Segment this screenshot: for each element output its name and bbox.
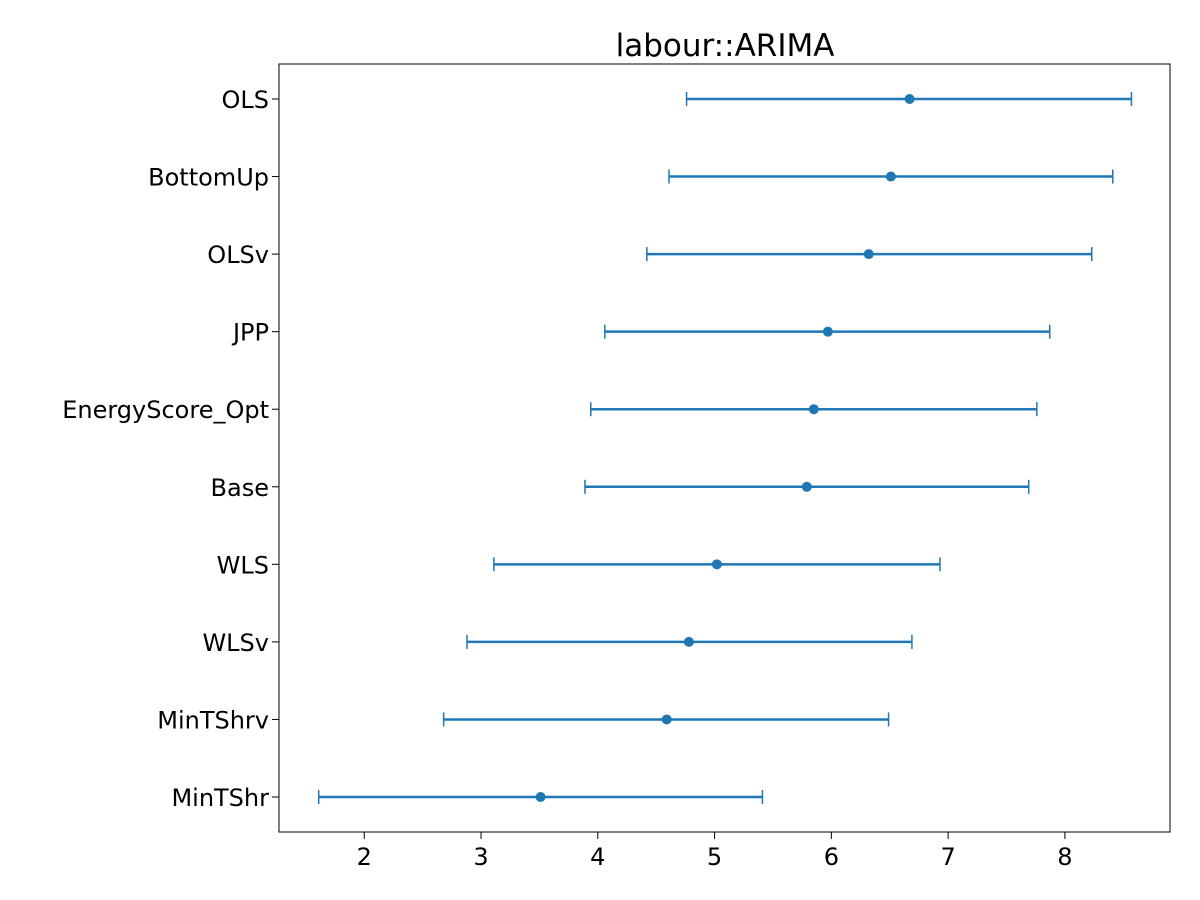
- y-tick-label: OLS: [222, 86, 270, 114]
- y-axis-ticks: OLS BottomUp OLSv JPP EnergyScore_Opt Base WLS…: [62, 86, 279, 812]
- y-tick-label: WLS: [217, 551, 269, 579]
- errorbar-point: [904, 94, 915, 104]
- y-tick-label: Base: [211, 474, 269, 502]
- y-tick-label: OLSv: [207, 241, 269, 269]
- x-tick-label: 3: [473, 843, 488, 871]
- plot-marks: [317, 92, 1133, 804]
- chart-title: labour::ARIMA: [616, 28, 835, 64]
- errorbar-point: [808, 404, 819, 415]
- errorbar-point: [822, 326, 833, 337]
- x-tick-label: 8: [1057, 843, 1072, 871]
- errorbar-point: [863, 249, 874, 260]
- plot-frame: [278, 63, 1171, 833]
- x-tick-label: 6: [824, 843, 839, 871]
- x-tick-label: 2: [357, 843, 372, 871]
- x-tick-label: 7: [940, 843, 955, 871]
- errorbar-point: [683, 636, 694, 647]
- errorbar-point: [801, 481, 812, 492]
- errorbar-point: [711, 559, 722, 570]
- y-tick-label: MinTShrv: [157, 706, 269, 734]
- y-tick-label: JPP: [231, 319, 269, 347]
- y-tick-label: WLSv: [202, 629, 269, 657]
- y-tick-label: MinTShr: [171, 784, 269, 812]
- x-tick-label: 4: [590, 843, 605, 871]
- x-tick-label: 5: [707, 843, 722, 871]
- errorbar-point: [661, 714, 672, 725]
- x-axis-ticks: 2 3 4 5 6 7 8: [357, 832, 1073, 871]
- y-tick-label: BottomUp: [148, 164, 269, 192]
- y-tick-label: EnergyScore_Opt: [62, 396, 269, 424]
- errorbar-point: [535, 792, 546, 802]
- errorbar-point: [885, 171, 896, 182]
